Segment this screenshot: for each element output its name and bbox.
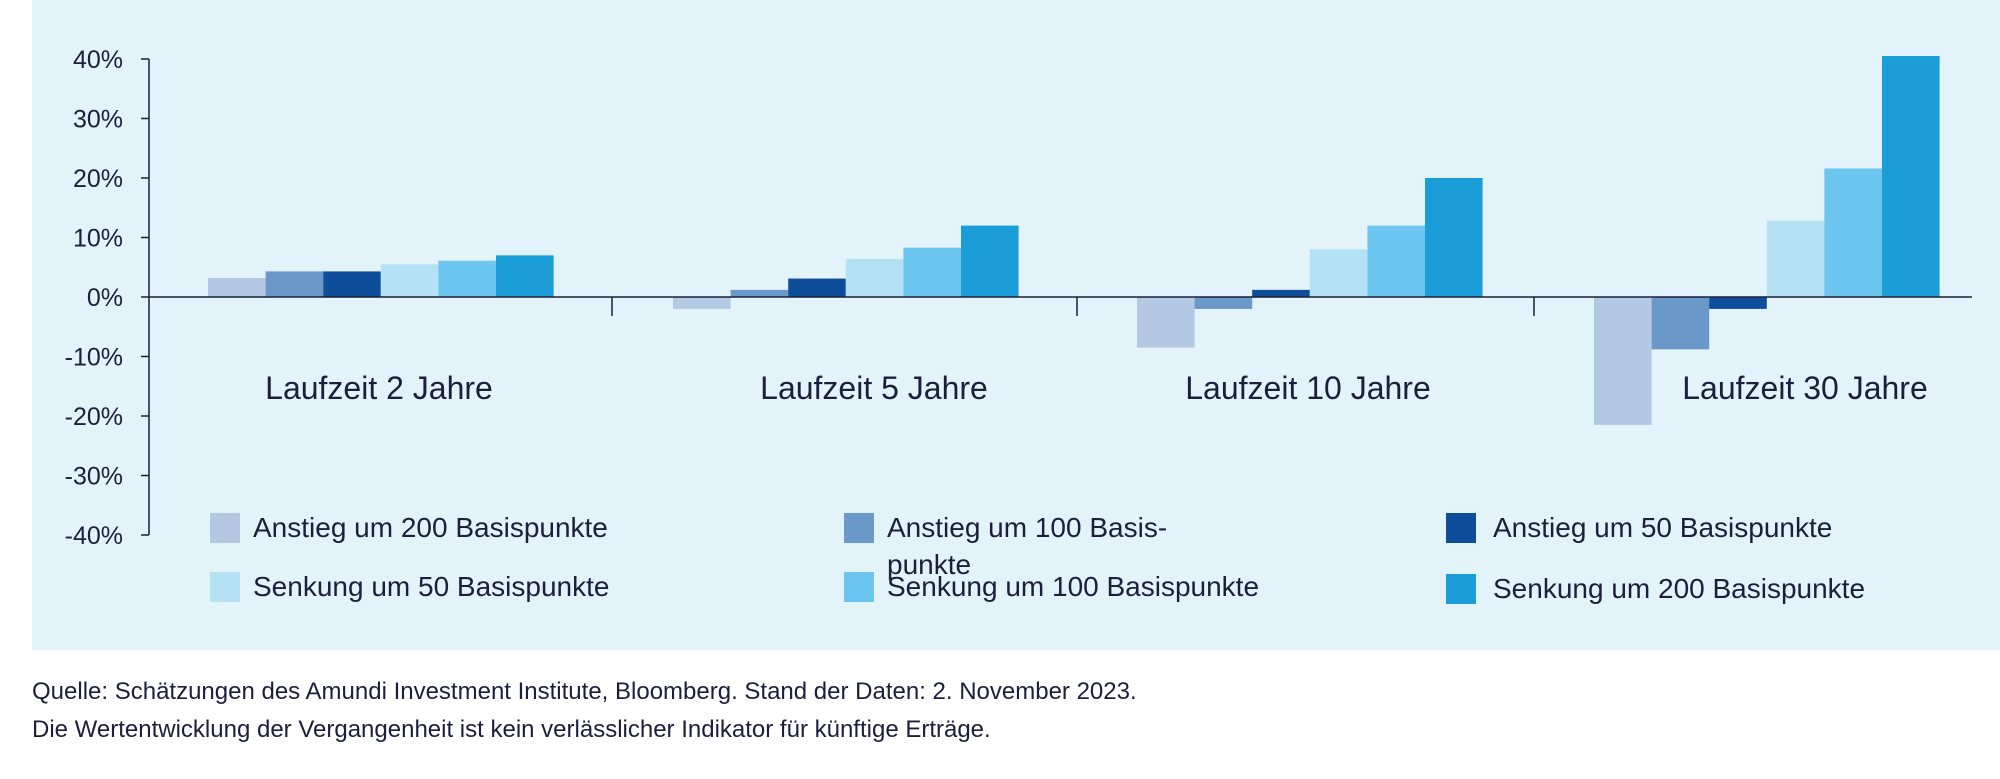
- bar: [961, 225, 1019, 297]
- legend-label: Senkung um 100 Basispunkte: [887, 571, 1259, 602]
- legend-swatch: [844, 513, 874, 543]
- bar: [1194, 297, 1253, 309]
- y-tick-label: 10%: [73, 225, 123, 253]
- bar: [730, 289, 789, 297]
- bar: [1252, 289, 1310, 297]
- category-label: Laufzeit 10 Jahre: [1185, 370, 1431, 406]
- legend-swatch: [844, 572, 874, 602]
- legend-label: Senkung um 200 Basispunkte: [1493, 573, 1865, 604]
- bar: [673, 297, 731, 309]
- bar: [1824, 168, 1882, 297]
- bar: [1594, 297, 1652, 425]
- bar-chart: 40% 30% 20% 10% 0% -10% -20% -30% -40% Laufzeit 2…: [65, 46, 1972, 604]
- legend-swatch: [1446, 513, 1476, 543]
- y-tick-label: 30%: [73, 106, 123, 134]
- bar: [1137, 297, 1195, 348]
- bar: [380, 264, 439, 297]
- bar: [496, 255, 554, 297]
- y-tick-label: -30%: [65, 463, 123, 491]
- legend-label: Anstieg um 200 Basispunkte: [253, 512, 608, 543]
- y-tick-label: 20%: [73, 165, 123, 193]
- bar: [1367, 225, 1425, 297]
- y-tick-label: -10%: [65, 344, 123, 372]
- bar: [265, 271, 324, 297]
- legend-label: Anstieg um 50 Basispunkte: [1493, 512, 1832, 543]
- bar: [208, 277, 266, 297]
- category-label: Laufzeit 2 Jahre: [265, 370, 493, 406]
- category-label: Laufzeit 30 Jahre: [1682, 370, 1928, 406]
- y-tick-label: -20%: [65, 403, 123, 431]
- bar: [1651, 297, 1710, 350]
- bar: [438, 260, 496, 297]
- bar: [845, 258, 904, 297]
- y-tick-label: -40%: [65, 522, 123, 550]
- category-label: Laufzeit 5 Jahre: [760, 370, 988, 406]
- bar: [1425, 178, 1483, 297]
- disclaimer-note: Die Wertentwicklung der Vergangenheit is…: [32, 716, 991, 743]
- bar: [788, 278, 846, 297]
- legend-swatch: [210, 513, 240, 543]
- bar: [1766, 220, 1825, 297]
- legend-swatch: [210, 572, 240, 602]
- chart-panel: 40% 30% 20% 10% 0% -10% -20% -30% -40% Laufzeit 2…: [32, 0, 2000, 650]
- legend-label: Anstieg um 100 Basis-punkte: [887, 512, 1167, 580]
- source-note: Quelle: Schätzungen des Amundi Investmen…: [32, 678, 1137, 705]
- legend-swatch: [1446, 574, 1476, 604]
- bar: [1882, 56, 1940, 298]
- y-tick-label: 40%: [73, 46, 123, 74]
- legend-label: Senkung um 50 Basispunkte: [253, 571, 609, 602]
- bar: [1309, 249, 1368, 297]
- y-tick-label: 0%: [87, 284, 123, 312]
- bar: [1709, 297, 1767, 309]
- bar: [903, 247, 961, 297]
- bar: [323, 271, 381, 297]
